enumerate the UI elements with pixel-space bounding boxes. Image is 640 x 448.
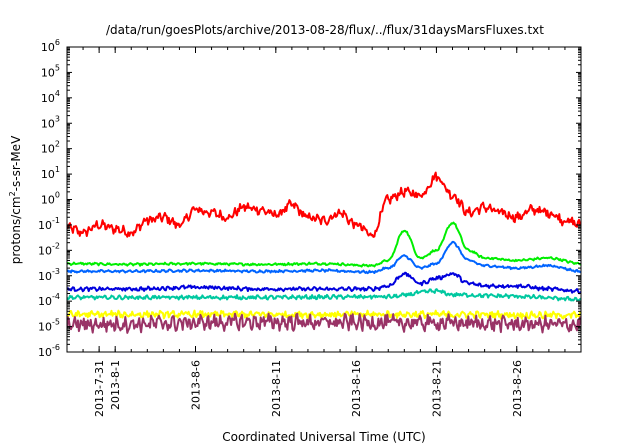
- x-axis: 2013-7-31 2013-8-1 2013-8-6 2013-8-11 2013-8…: [66, 47, 582, 417]
- y-tick-label: 10-1: [38, 216, 60, 232]
- y-tick-label: 105: [41, 63, 60, 79]
- x-tick-label: 2013-8-6: [190, 360, 203, 410]
- x-tick-label: 2013-8-11: [270, 360, 283, 417]
- series-line: [67, 240, 581, 275]
- series-line: [67, 221, 581, 268]
- y-axis: 10-6 10-5 10-4 10-3 10-2 10-1 100 101 102 103 104 1…: [38, 38, 581, 359]
- y-tick-label: 101: [41, 165, 60, 181]
- series-layer: [67, 171, 581, 334]
- y-tick-label: 10-4: [38, 292, 60, 308]
- y-tick-label: 10-6: [38, 343, 60, 359]
- y-axis-label-post: -s-sr-MeV: [9, 135, 23, 191]
- series-line: [67, 171, 581, 238]
- x-tick-label: 2013-8-26: [511, 360, 524, 417]
- y-tick-label: 10-5: [38, 318, 60, 334]
- y-axis-label-sup: 2: [8, 191, 17, 196]
- y-tick-label: 104: [41, 89, 60, 105]
- y-tick-label: 10-3: [38, 267, 60, 283]
- y-axis-label-pre: protons/cm: [9, 196, 23, 264]
- series-line: [67, 312, 581, 334]
- y-tick-label: 103: [41, 114, 60, 130]
- y-tick-label: 106: [41, 38, 60, 54]
- y-axis-label: protons/cm2-s-sr-MeV: [8, 135, 23, 264]
- y-tick-label: 102: [41, 140, 60, 156]
- x-axis-label: Coordinated Universal Time (UTC): [222, 430, 425, 444]
- plot-frame: [66, 46, 582, 353]
- series-line: [67, 309, 581, 320]
- x-tick-label: 2013-8-21: [430, 360, 443, 417]
- x-tick-label: 2013-8-1: [109, 360, 122, 410]
- x-tick-label: 2013-8-16: [350, 360, 363, 417]
- x-tick-label: 2013-7-31: [93, 360, 106, 417]
- series-line: [67, 271, 581, 295]
- y-tick-label: 100: [41, 191, 60, 207]
- chart-title: /data/run/goesPlots/archive/2013-08-28/f…: [106, 23, 544, 37]
- series-line: [67, 288, 581, 302]
- y-tick-label: 10-2: [38, 241, 60, 257]
